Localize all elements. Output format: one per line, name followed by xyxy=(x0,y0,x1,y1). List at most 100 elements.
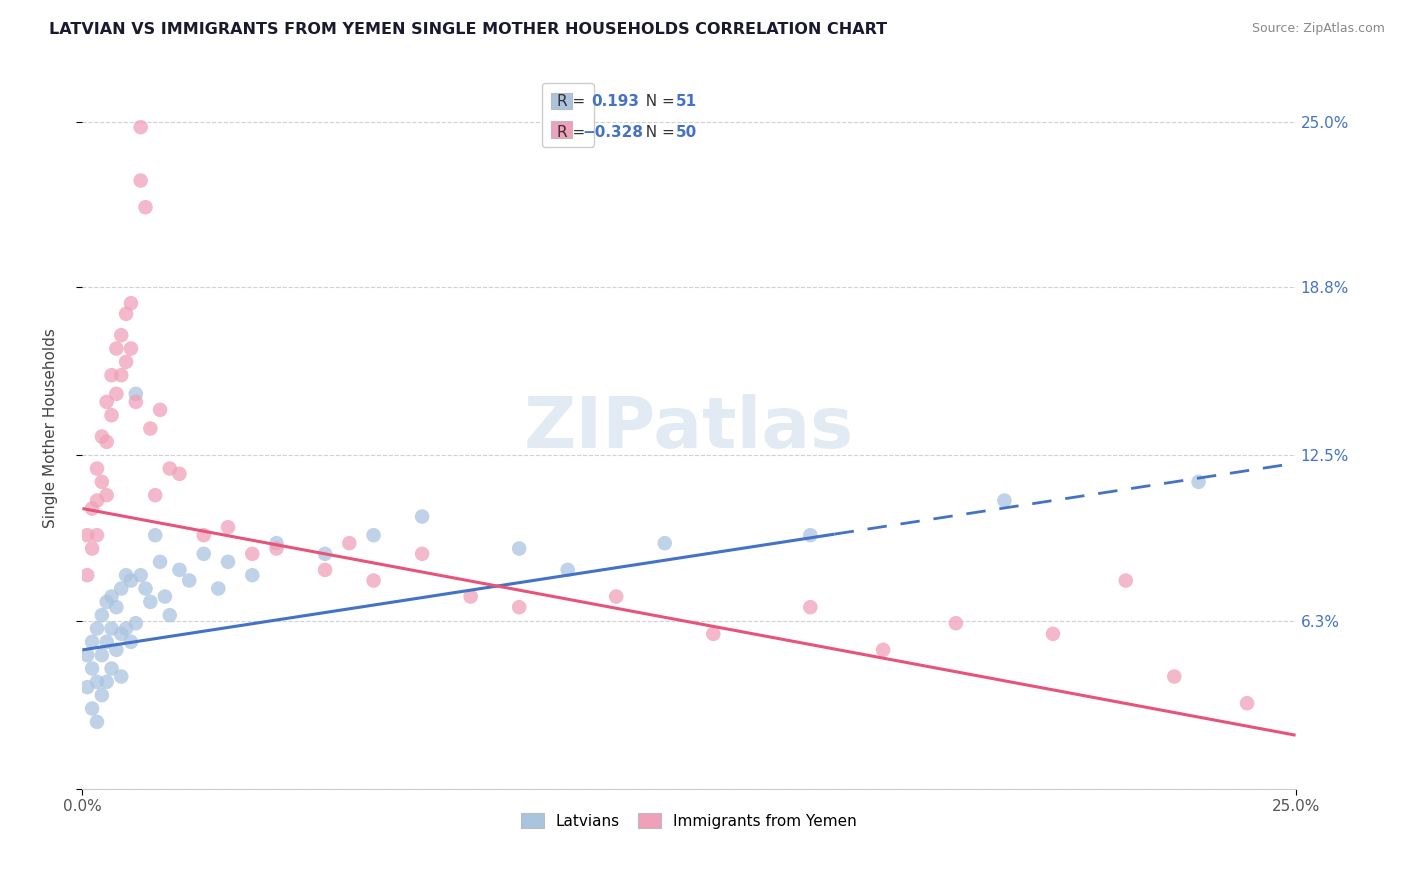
Point xyxy=(96,635,118,649)
Point xyxy=(110,582,132,596)
Point xyxy=(993,493,1015,508)
Point xyxy=(76,680,98,694)
Point xyxy=(557,563,579,577)
Point xyxy=(96,395,118,409)
Point xyxy=(90,608,112,623)
Point xyxy=(86,714,108,729)
Point xyxy=(411,547,433,561)
Point xyxy=(96,488,118,502)
Point xyxy=(1236,696,1258,710)
Point xyxy=(314,563,336,577)
Point xyxy=(110,368,132,383)
Point xyxy=(143,488,166,502)
Text: 0.193: 0.193 xyxy=(592,95,640,110)
Point xyxy=(240,568,263,582)
Point xyxy=(105,600,128,615)
Point xyxy=(100,590,122,604)
Point xyxy=(82,501,104,516)
Point xyxy=(96,434,118,449)
Point xyxy=(508,541,530,556)
Point xyxy=(240,547,263,561)
Point xyxy=(872,643,894,657)
Point xyxy=(120,296,142,310)
Point xyxy=(100,622,122,636)
Point xyxy=(86,461,108,475)
Point xyxy=(82,701,104,715)
Point xyxy=(90,648,112,663)
Point xyxy=(605,590,627,604)
Point xyxy=(115,622,138,636)
Legend: Latvians, Immigrants from Yemen: Latvians, Immigrants from Yemen xyxy=(515,806,863,835)
Point xyxy=(76,528,98,542)
Point xyxy=(86,674,108,689)
Point xyxy=(169,467,191,481)
Point xyxy=(411,509,433,524)
Point xyxy=(120,574,142,588)
Text: 51: 51 xyxy=(676,95,697,110)
Y-axis label: Single Mother Households: Single Mother Households xyxy=(44,328,58,528)
Text: Source: ZipAtlas.com: Source: ZipAtlas.com xyxy=(1251,22,1385,36)
Point xyxy=(508,600,530,615)
Point xyxy=(149,402,172,417)
Point xyxy=(115,307,138,321)
Point xyxy=(129,120,152,135)
Point xyxy=(179,574,201,588)
Point xyxy=(1187,475,1209,489)
Point xyxy=(799,528,821,542)
Point xyxy=(945,616,967,631)
Point xyxy=(207,582,229,596)
Point xyxy=(105,643,128,657)
Point xyxy=(143,528,166,542)
Point xyxy=(134,200,156,214)
Point xyxy=(337,536,360,550)
Point xyxy=(266,541,288,556)
Point xyxy=(314,547,336,561)
Point xyxy=(169,563,191,577)
Point xyxy=(86,493,108,508)
Point xyxy=(129,568,152,582)
Point xyxy=(90,475,112,489)
Point xyxy=(82,541,104,556)
Point xyxy=(86,622,108,636)
Point xyxy=(76,648,98,663)
Point xyxy=(1115,574,1137,588)
Text: ZIPatlas: ZIPatlas xyxy=(524,394,853,463)
Point xyxy=(100,368,122,383)
Point xyxy=(460,590,482,604)
Point xyxy=(799,600,821,615)
Point xyxy=(134,582,156,596)
Point xyxy=(125,387,148,401)
Point xyxy=(100,408,122,422)
Point xyxy=(100,661,122,675)
Point xyxy=(363,528,385,542)
Text: R =: R = xyxy=(557,125,591,140)
Text: N =: N = xyxy=(636,125,679,140)
Point xyxy=(86,528,108,542)
Point xyxy=(1042,627,1064,641)
Point xyxy=(110,627,132,641)
Point xyxy=(96,674,118,689)
Point xyxy=(105,342,128,356)
Point xyxy=(110,328,132,343)
Text: LATVIAN VS IMMIGRANTS FROM YEMEN SINGLE MOTHER HOUSEHOLDS CORRELATION CHART: LATVIAN VS IMMIGRANTS FROM YEMEN SINGLE … xyxy=(49,22,887,37)
Point xyxy=(193,528,215,542)
Text: 50: 50 xyxy=(676,125,697,140)
Point xyxy=(110,669,132,683)
Point xyxy=(115,568,138,582)
Point xyxy=(159,608,181,623)
Point xyxy=(159,461,181,475)
Point xyxy=(702,627,724,641)
Point xyxy=(129,173,152,187)
Point xyxy=(82,635,104,649)
Point xyxy=(139,421,162,435)
Point xyxy=(90,429,112,443)
Point xyxy=(105,387,128,401)
Point xyxy=(217,555,239,569)
Point xyxy=(115,355,138,369)
Point xyxy=(96,595,118,609)
Point xyxy=(193,547,215,561)
Point xyxy=(120,635,142,649)
Point xyxy=(266,536,288,550)
Text: R =: R = xyxy=(557,95,591,110)
Text: −0.328: −0.328 xyxy=(582,125,644,140)
